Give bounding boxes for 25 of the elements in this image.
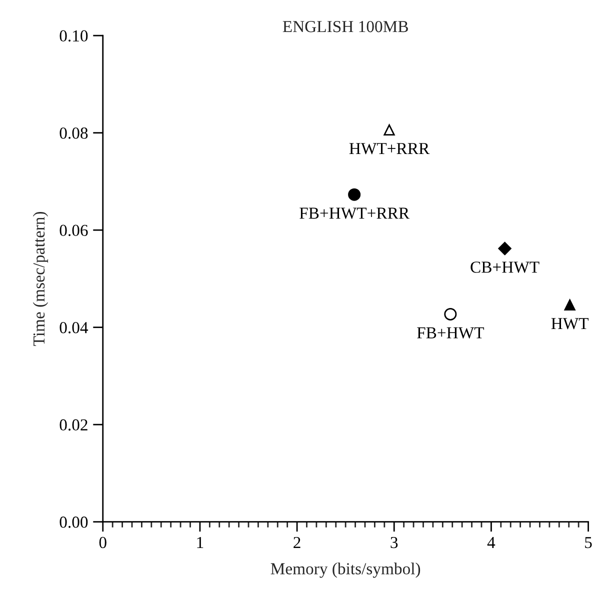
y-tick-label: 0.02 (60, 419, 88, 431)
x-tick-label: 4 (487, 537, 496, 548)
point (444, 308, 457, 320)
x-tick-label: 5 (585, 537, 592, 548)
series-label: CB+HWT (470, 262, 540, 273)
series-label: FB+HWT+RRR (300, 208, 410, 219)
y-tick-label: 0.00 (60, 516, 88, 528)
y-tick-label: 0.08 (60, 128, 88, 139)
y-tick-label: 0.10 (60, 30, 88, 42)
x-tick-label: 2 (294, 536, 300, 548)
series-label: FB+HWT (417, 327, 484, 339)
x-axis-title: Memory (bits/symbol) (270, 562, 420, 578)
series-label: HWT (551, 318, 589, 330)
y-tick-label: 0.04 (60, 322, 88, 334)
point (384, 124, 395, 136)
x-tick-label: 3 (390, 536, 398, 548)
y-tick-label: 0.06 (60, 224, 88, 236)
x-tick-label: 0 (99, 536, 106, 548)
point (498, 242, 512, 256)
series-label: HWT+RRR (349, 143, 430, 154)
y-axis-title: Time (msec/pattern) (32, 212, 48, 346)
chart-title: ENGLISH 100MB (282, 20, 408, 32)
point (564, 299, 576, 311)
x-tick-label: 1 (197, 536, 204, 548)
point (348, 188, 361, 201)
